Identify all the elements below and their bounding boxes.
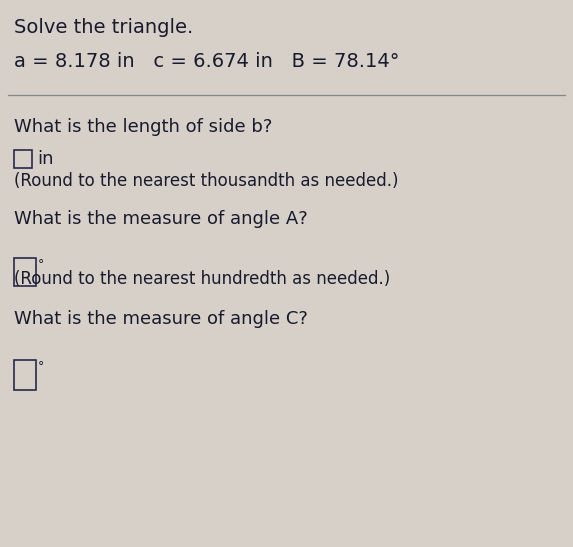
Text: Solve the triangle.: Solve the triangle. [14,18,193,37]
Text: What is the measure of angle A?: What is the measure of angle A? [14,210,308,228]
Text: (Round to the nearest thousandth as needed.): (Round to the nearest thousandth as need… [14,172,398,190]
Text: What is the measure of angle C?: What is the measure of angle C? [14,310,308,328]
Text: (Round to the nearest hundredth as needed.): (Round to the nearest hundredth as neede… [14,270,390,288]
Text: What is the length of side b?: What is the length of side b? [14,118,272,136]
Text: °: ° [38,258,44,271]
Text: °: ° [38,360,44,373]
Text: in: in [37,150,53,168]
Text: a = 8.178 in   c = 6.674 in   B = 78.14°: a = 8.178 in c = 6.674 in B = 78.14° [14,52,399,71]
